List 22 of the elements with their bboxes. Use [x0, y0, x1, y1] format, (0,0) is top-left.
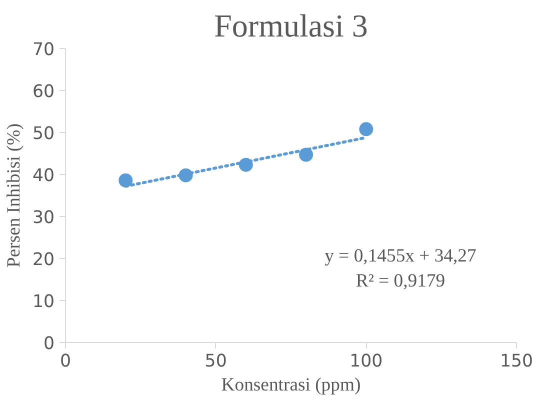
y-tick-label: 60	[32, 82, 55, 102]
point	[359, 122, 374, 136]
x-tick-label: 100	[350, 352, 383, 372]
y-axis-title: Persen Inhibisi (%)	[3, 123, 24, 268]
x-tick-label: 0	[60, 352, 72, 372]
y-tick-label: 50	[32, 124, 55, 144]
point	[238, 158, 253, 172]
y-tick-label: 70	[32, 40, 55, 60]
x-tick-label: 150	[500, 352, 534, 372]
y-tick-label: 30	[32, 208, 55, 228]
chart-title: Formulasi 3	[214, 8, 368, 44]
y-tick-label: 0	[43, 334, 55, 354]
annotation: y = 0,1455x + 34,27	[324, 246, 476, 266]
x-tick-label: 50	[204, 352, 227, 372]
y-tick-label: 10	[32, 292, 55, 312]
annotation: R² = 0,9179	[356, 270, 446, 292]
point	[178, 168, 193, 182]
point	[118, 173, 133, 188]
y-tick-label: 40	[32, 166, 55, 186]
y-tick-label: 20	[32, 250, 55, 270]
point	[299, 148, 314, 162]
x-axis-title: Konsentrasi (ppm)	[221, 374, 361, 396]
